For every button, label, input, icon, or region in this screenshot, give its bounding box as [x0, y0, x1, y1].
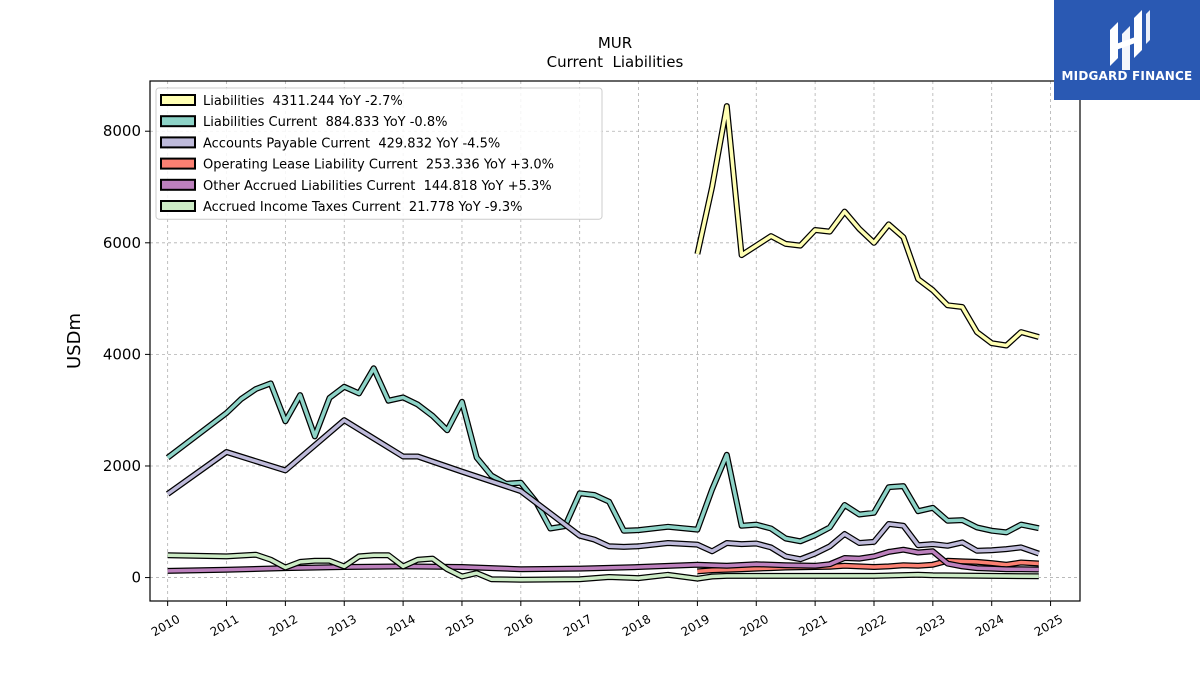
- brand-logo: MIDGARD FINANCE: [1054, 0, 1200, 100]
- brand-name: MIDGARD FINANCE: [1061, 69, 1193, 83]
- x-tick-label: 2023: [914, 612, 947, 639]
- legend-label: Other Accrued Liabilities Current 144.81…: [203, 179, 552, 194]
- series-line-1: [694, 103, 1040, 349]
- series-line-2: [165, 365, 1040, 545]
- x-tick-label: 2022: [855, 612, 888, 639]
- legend: Liabilities 4311.244 YoY -2.7% Liabilitie…: [155, 87, 603, 220]
- x-tick-label: 2018: [620, 612, 653, 639]
- legend-item: Liabilities Current 884.833 YoY -0.8%: [160, 115, 447, 130]
- series-line-outline: [694, 103, 1040, 349]
- x-tick-label: 2016: [502, 612, 535, 639]
- y-axis-label: USDm: [64, 313, 85, 369]
- series-line-stroke: [166, 366, 1040, 544]
- legend-swatch: [160, 178, 196, 191]
- x-tick-label: 2020: [738, 612, 771, 639]
- legend-swatch: [160, 200, 196, 212]
- legend-box: [155, 87, 603, 220]
- x-tick-label: 2010: [149, 612, 182, 639]
- x-tick-label: 2014: [384, 612, 417, 639]
- legend-item: Operating Lease Liability Current 253.33…: [160, 157, 554, 173]
- y-tick-label: 0: [131, 569, 141, 587]
- x-tick-label: 2012: [267, 612, 300, 639]
- series-lines: [165, 103, 1040, 583]
- x-tick-label: 2019: [679, 612, 712, 639]
- legend-swatch: [160, 157, 196, 170]
- midgard-logo-icon: [1110, 10, 1150, 70]
- series-line-4: [697, 557, 1039, 575]
- legend-item: Accounts Payable Current 429.832 YoY -4.…: [160, 136, 500, 151]
- x-tick-label: 2021: [796, 612, 829, 639]
- legend-swatch: [160, 115, 196, 128]
- chart-title: MUR: [598, 34, 632, 52]
- x-tick-label: 2025: [1032, 612, 1065, 639]
- legend-swatch: [160, 94, 196, 106]
- x-tick-label: 2024: [973, 612, 1006, 639]
- plot-frame: [149, 80, 1081, 602]
- series-line-stroke: [166, 418, 1040, 561]
- legend-label: Liabilities Current 884.833 YoY -0.8%: [203, 115, 447, 130]
- legend-label: Operating Lease Liability Current 253.33…: [203, 158, 554, 173]
- series-line-stroke: [697, 559, 1039, 574]
- chart-subtitle: Current Liabilities: [547, 53, 684, 71]
- legend-label: Accrued Income Taxes Current 21.778 YoY …: [203, 200, 523, 215]
- x-tick-label: 2013: [326, 612, 359, 639]
- y-tick-label: 6000: [103, 234, 141, 252]
- y-tick-label: 8000: [103, 122, 141, 140]
- y-tick-label: 2000: [103, 457, 141, 475]
- y-tick-label: 4000: [103, 345, 141, 363]
- x-tick-label: 2011: [208, 612, 241, 639]
- legend-swatch: [160, 136, 196, 149]
- series-line-6: [167, 551, 1039, 583]
- legend-item: Accrued Income Taxes Current 21.778 YoY …: [160, 200, 523, 215]
- legend-label: Liabilities 4311.244 YoY -2.7%: [203, 94, 403, 109]
- legend-item: Other Accrued Liabilities Current 144.81…: [160, 178, 552, 194]
- x-tick-label: 2015: [443, 612, 476, 639]
- series-line-stroke: [695, 104, 1040, 348]
- series-line-outline: [165, 365, 1040, 545]
- series-line-3: [165, 417, 1040, 563]
- series-line-stroke: [167, 552, 1039, 582]
- legend-label: Accounts Payable Current 429.832 YoY -4.…: [203, 136, 500, 151]
- legend-item: Liabilities 4311.244 YoY -2.7%: [160, 94, 403, 109]
- x-tick-label: 2017: [561, 612, 594, 639]
